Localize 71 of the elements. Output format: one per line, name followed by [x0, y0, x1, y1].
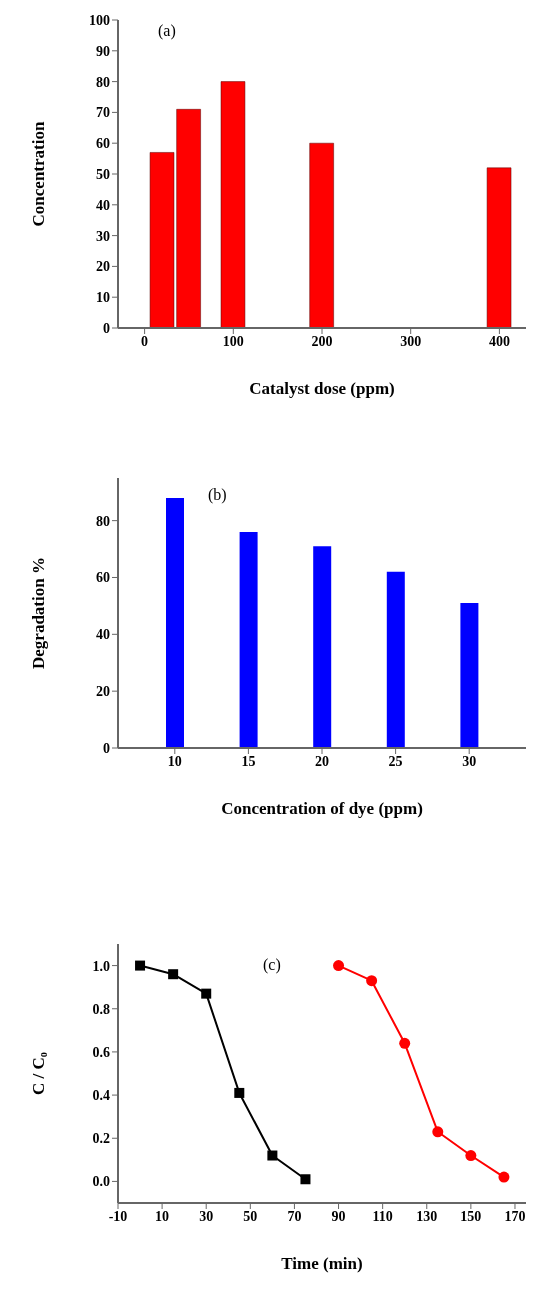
point — [135, 960, 146, 971]
point — [333, 960, 345, 972]
x-axis-title: Catalyst dose (ppm) — [249, 379, 395, 398]
x-tick-label: 90 — [331, 1208, 346, 1224]
point — [498, 1171, 510, 1183]
y-tick-label: 0.0 — [92, 1174, 110, 1190]
point — [399, 1037, 411, 1049]
bar — [239, 532, 258, 748]
x-tick-label: 400 — [488, 333, 510, 349]
y-tick-label: 0 — [103, 740, 110, 756]
point — [465, 1150, 477, 1162]
y-axis-title: Concentration — [29, 121, 49, 227]
y-tick-label: 30 — [96, 228, 110, 244]
x-tick-label: 30 — [199, 1208, 214, 1224]
point — [366, 975, 378, 987]
y-tick-label: 80 — [96, 74, 110, 90]
y-tick-label: 60 — [96, 136, 110, 152]
x-tick-label: -10 — [108, 1208, 128, 1224]
y-axis-title: C / C₀ — [29, 1052, 49, 1095]
x-tick-label: 15 — [241, 753, 256, 769]
point — [267, 1150, 278, 1161]
y-tick-label: 0.6 — [92, 1044, 110, 1060]
x-tick-label: 300 — [400, 333, 422, 349]
x-tick-label: 10 — [155, 1208, 170, 1224]
x-axis-title: Time (min) — [281, 1254, 363, 1273]
x-tick-label: 100 — [222, 333, 244, 349]
y-tick-label: 40 — [96, 627, 110, 643]
y-tick-label: 90 — [96, 43, 110, 59]
y-tick-label: 60 — [96, 570, 110, 586]
point — [300, 1174, 311, 1185]
point — [234, 1087, 245, 1098]
x-tick-label: 0 — [141, 333, 149, 349]
y-tick-label: 0 — [103, 320, 110, 336]
x-tick-label: 150 — [460, 1208, 482, 1224]
y-tick-label: 20 — [96, 684, 110, 700]
x-tick-label: 50 — [243, 1208, 258, 1224]
bar — [386, 571, 405, 748]
y-tick-label: 40 — [96, 197, 110, 213]
x-tick-label: 10 — [167, 753, 182, 769]
y-tick-label: 70 — [96, 105, 110, 121]
y-tick-label: 1.0 — [92, 958, 110, 974]
y-tick-label: 10 — [96, 290, 110, 306]
y-tick-label: 100 — [89, 12, 110, 28]
x-axis-title: Concentration of dye (ppm) — [221, 799, 423, 818]
annotation: (c) — [263, 956, 281, 974]
point — [201, 988, 212, 999]
y-tick-label: 50 — [96, 166, 110, 182]
y-tick-label: 0.4 — [92, 1088, 110, 1104]
y-tick-label: 0.8 — [92, 1001, 110, 1017]
x-tick-label: 70 — [287, 1208, 302, 1224]
x-tick-label: 200 — [311, 333, 333, 349]
x-tick-label: 110 — [372, 1208, 393, 1224]
bar — [220, 81, 246, 328]
bar — [166, 497, 184, 748]
annotation: (b) — [208, 486, 227, 504]
bar — [309, 142, 335, 328]
point — [168, 969, 179, 980]
x-tick-label: 20 — [315, 753, 329, 769]
x-tick-label: 170 — [504, 1208, 526, 1224]
y-tick-label: 20 — [96, 259, 110, 275]
point — [432, 1126, 444, 1138]
x-tick-label: 25 — [388, 753, 403, 769]
x-tick-label: 130 — [416, 1208, 438, 1224]
y-axis-title: Degradation % — [29, 557, 49, 669]
bar — [486, 167, 512, 328]
annotation: (a) — [158, 22, 176, 40]
bar — [460, 603, 479, 748]
y-tick-label: 80 — [96, 513, 110, 529]
bar — [313, 546, 332, 748]
y-tick-label: 0.2 — [92, 1131, 110, 1147]
x-tick-label: 30 — [462, 753, 477, 769]
